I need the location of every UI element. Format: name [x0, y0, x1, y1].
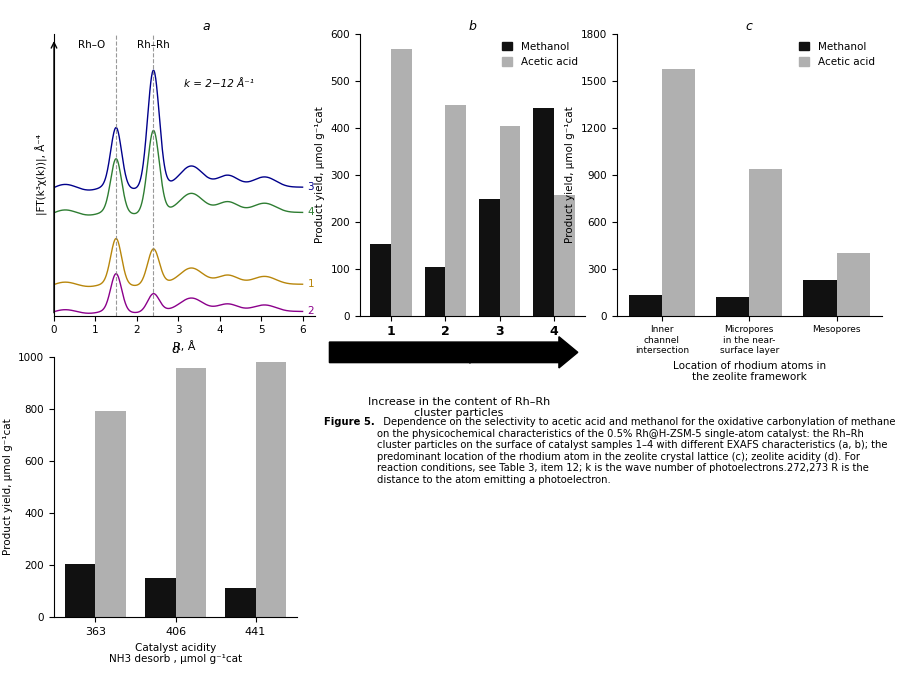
Text: 2: 2: [308, 307, 314, 316]
Title: c: c: [746, 20, 752, 33]
Text: Increase in the content of Rh–Rh
cluster particles: Increase in the content of Rh–Rh cluster…: [368, 397, 550, 418]
Text: Dependence on the selectivity to acetic acid and methanol for the oxidative carb: Dependence on the selectivity to acetic …: [377, 417, 896, 485]
Text: Figure 5.: Figure 5.: [324, 417, 374, 427]
X-axis label: Catalyst acidity
NH3 desorb , μmol g⁻¹cat: Catalyst acidity NH3 desorb , μmol g⁻¹ca…: [109, 643, 242, 664]
Bar: [425, 268, 446, 316]
Bar: [145, 578, 176, 617]
Text: 4: 4: [308, 207, 314, 217]
Bar: [716, 297, 749, 316]
Bar: [534, 108, 554, 316]
Bar: [225, 588, 256, 617]
Bar: [749, 169, 782, 316]
Bar: [479, 200, 500, 316]
Bar: [500, 126, 520, 316]
Text: Rh–O: Rh–O: [78, 40, 105, 50]
Bar: [95, 412, 126, 617]
Bar: [391, 49, 411, 316]
Legend: Methanol, Acetic acid: Methanol, Acetic acid: [796, 40, 877, 69]
Text: 1: 1: [308, 279, 314, 289]
Title: b: b: [469, 20, 476, 33]
Y-axis label: Product yield, μmol g⁻¹cat: Product yield, μmol g⁻¹cat: [3, 418, 13, 556]
Bar: [662, 69, 695, 316]
Bar: [370, 244, 391, 316]
Text: Rh–Rh: Rh–Rh: [137, 40, 170, 50]
Bar: [256, 362, 286, 617]
Y-axis label: Product yield, μmol g⁻¹cat: Product yield, μmol g⁻¹cat: [315, 106, 325, 244]
X-axis label: R, Å: R, Å: [173, 341, 196, 352]
Bar: [446, 105, 466, 316]
Bar: [804, 280, 837, 316]
Bar: [628, 295, 662, 316]
X-axis label: Number of catalyst sample
0.5% Rh/H–ZSM-5: Number of catalyst sample 0.5% Rh/H–ZSM-…: [402, 344, 543, 366]
Y-axis label: |FT(k³χ(k))|, Å⁻⁴: |FT(k³χ(k))|, Å⁻⁴: [36, 134, 49, 215]
Legend: Methanol, Acetic acid: Methanol, Acetic acid: [500, 40, 580, 69]
Bar: [554, 195, 575, 316]
X-axis label: Location of rhodium atoms in
the zeolite framework: Location of rhodium atoms in the zeolite…: [672, 361, 826, 382]
Bar: [837, 253, 870, 316]
FancyArrow shape: [329, 337, 578, 368]
Text: 3: 3: [308, 182, 314, 192]
Title: d: d: [172, 342, 179, 355]
Bar: [65, 564, 95, 617]
Bar: [176, 368, 206, 617]
Text: a: a: [203, 20, 211, 33]
Y-axis label: Product yield, μmol g⁻¹cat: Product yield, μmol g⁻¹cat: [565, 106, 575, 244]
Text: k = 2−12 Å⁻¹: k = 2−12 Å⁻¹: [184, 79, 255, 89]
